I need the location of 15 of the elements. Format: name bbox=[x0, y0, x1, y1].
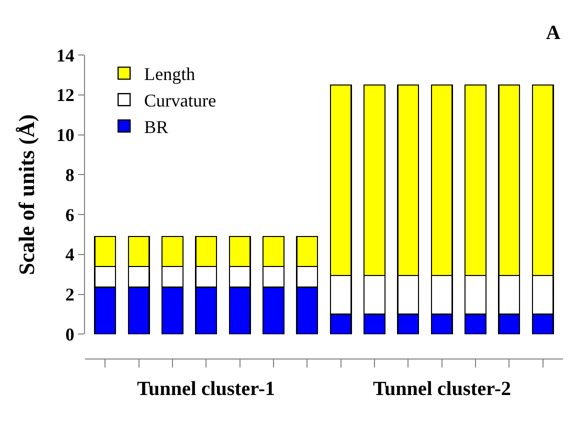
y-tick-label: 8 bbox=[65, 164, 74, 185]
y-tick-label: 4 bbox=[65, 244, 74, 265]
y-tick-label: 10 bbox=[56, 125, 74, 146]
y-tick-label: 0 bbox=[65, 324, 74, 344]
y-tick-label: 2 bbox=[65, 284, 74, 305]
text: Tunnel cluster-1 bbox=[137, 378, 275, 400]
y-tick-label: 6 bbox=[65, 204, 74, 225]
legend-label: BR bbox=[144, 117, 168, 138]
text: Tunnel cluster-2 bbox=[373, 378, 511, 400]
legend-label: Curvature bbox=[144, 90, 216, 111]
legend-label: Length bbox=[144, 64, 196, 84]
text: A bbox=[546, 22, 561, 44]
y-tick-label: 12 bbox=[56, 85, 74, 106]
y-tick-label: 14 bbox=[56, 45, 74, 66]
y-axis-title: Scale of units (Å) bbox=[14, 114, 40, 275]
